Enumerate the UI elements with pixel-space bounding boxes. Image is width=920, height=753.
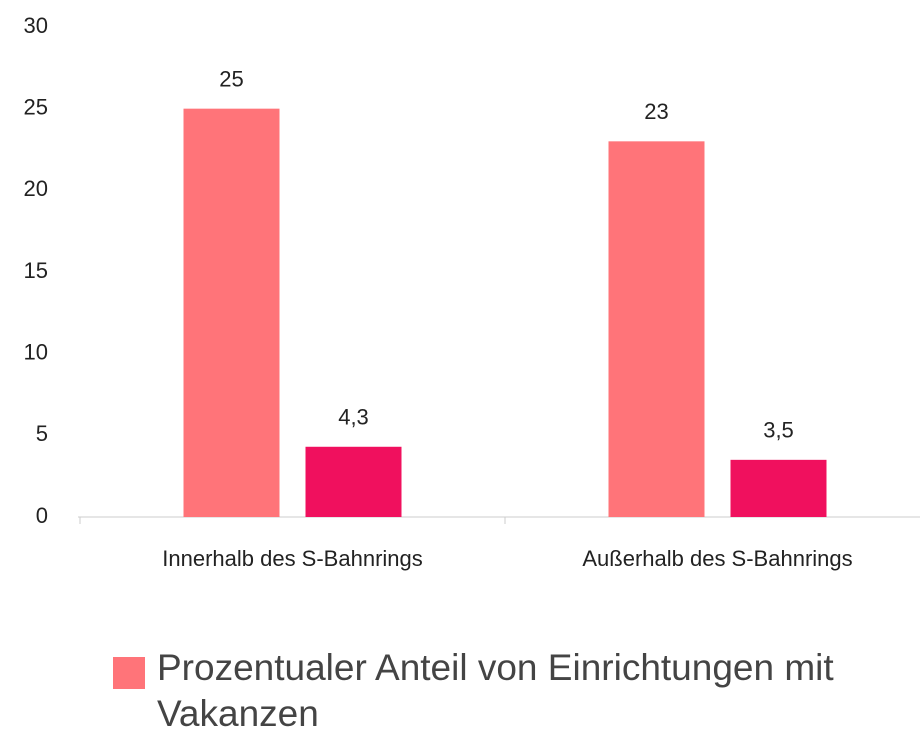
y-tick-label: 30 bbox=[24, 13, 48, 38]
chart: 0 5 10 15 20 25 30 Innerhalb des S-Bahnrings 25 4… bbox=[24, 13, 920, 571]
data-label: 25 bbox=[219, 66, 243, 91]
y-tick-label: 15 bbox=[24, 258, 48, 283]
x-tick-label: Außerhalb des S-Bahnrings bbox=[582, 546, 852, 571]
y-tick-label: 10 bbox=[24, 339, 48, 364]
y-tick-label: 25 bbox=[24, 94, 48, 119]
bar bbox=[608, 141, 705, 518]
data-label: 4,3 bbox=[338, 405, 369, 430]
data-label: 3,5 bbox=[763, 418, 794, 443]
y-tick-label: 20 bbox=[24, 176, 48, 201]
legend-swatch bbox=[113, 657, 145, 689]
legend: Prozentualer Anteil von Einrichtungen mi… bbox=[113, 645, 913, 737]
bar bbox=[183, 108, 280, 518]
data-label: 23 bbox=[644, 99, 668, 124]
bar bbox=[730, 459, 827, 517]
y-tick-label: 0 bbox=[36, 503, 48, 528]
x-tick-label: Innerhalb des S-Bahnrings bbox=[162, 546, 423, 571]
bar bbox=[305, 446, 402, 517]
y-tick-label: 5 bbox=[36, 421, 48, 446]
legend-label: Prozentualer Anteil von Einrichtungen mi… bbox=[157, 647, 834, 734]
